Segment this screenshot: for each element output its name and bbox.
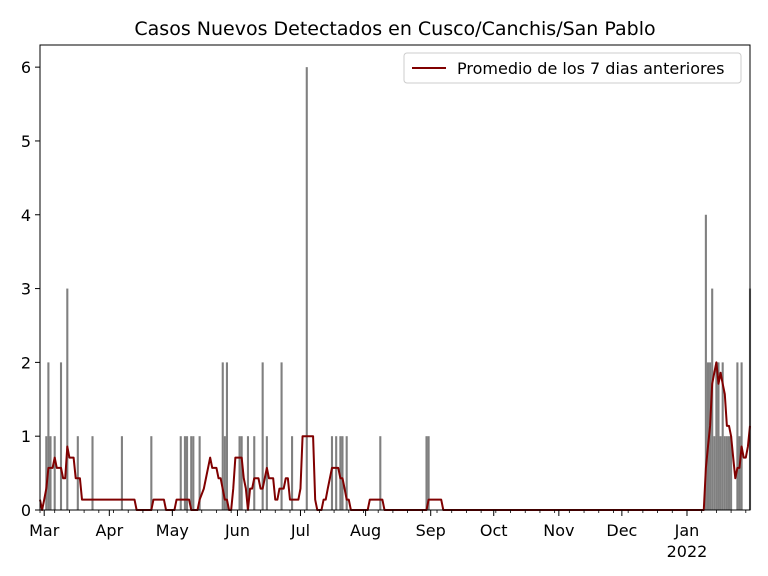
x-year-label: 2022	[667, 542, 708, 561]
bar	[198, 436, 201, 510]
bar	[736, 362, 739, 510]
bar	[738, 436, 741, 510]
bar	[717, 362, 720, 510]
x-tick-label: Jan	[674, 521, 700, 540]
line-layer	[39, 361, 751, 511]
x-tick-label: Jul	[290, 521, 310, 540]
bar	[59, 362, 63, 510]
bar	[341, 436, 344, 510]
x-tick-label: Dec	[606, 521, 637, 540]
bar	[223, 436, 226, 510]
bar	[721, 362, 724, 510]
x-tick-label: Apr	[95, 521, 123, 540]
bar	[719, 436, 722, 510]
y-tick-label: 5	[21, 132, 31, 151]
bar	[339, 436, 342, 510]
y-axis: 0 1 2 3 4 5 6	[21, 58, 40, 520]
x-tick-label: Mar	[29, 521, 60, 540]
x-tick-label: Sep	[416, 521, 446, 540]
legend-label: Promedio de los 7 dias anteriores	[457, 59, 724, 78]
bar	[221, 362, 224, 510]
bar	[727, 436, 731, 510]
x-axis: Mar Apr May Jun Jul Aug Sep Oct Nov Dec Jan 2022	[29, 510, 747, 561]
bar	[335, 436, 338, 510]
bar	[120, 436, 123, 510]
x-tick-label: Oct	[480, 521, 508, 540]
bar	[291, 436, 294, 510]
y-tick-label: 1	[21, 427, 31, 446]
x-tick-label: May	[156, 521, 189, 540]
bar	[265, 436, 268, 510]
bar	[330, 436, 334, 510]
bar	[240, 436, 243, 510]
y-tick-label: 2	[21, 353, 31, 372]
bar	[76, 436, 79, 510]
legend-box	[403, 52, 742, 84]
bar	[261, 362, 264, 510]
series-line	[39, 361, 751, 511]
y-tick-label: 3	[21, 280, 31, 299]
bar	[709, 362, 712, 510]
bar	[740, 362, 743, 510]
y-tick-label: 0	[21, 501, 31, 520]
bar	[427, 436, 430, 510]
bar	[280, 362, 283, 510]
bar	[730, 436, 733, 510]
bar	[45, 436, 48, 510]
bar	[725, 436, 728, 510]
bar	[713, 436, 716, 510]
bar	[345, 436, 348, 510]
x-tick-label: Aug	[350, 521, 381, 540]
bar	[53, 436, 56, 510]
bar	[704, 214, 707, 510]
bar	[305, 67, 308, 510]
bar	[179, 436, 182, 510]
bar	[379, 436, 382, 510]
bar	[49, 436, 52, 510]
bar	[66, 288, 69, 510]
bar	[238, 436, 241, 510]
plot-frame	[39, 44, 751, 511]
x-tick-label: Jun	[224, 521, 250, 540]
bar	[183, 436, 186, 510]
y-tick-label: 4	[21, 206, 31, 225]
bar	[715, 362, 718, 510]
bar	[185, 436, 189, 510]
chart-title: Casos Nuevos Detectados en Cusco/Canchis…	[134, 18, 655, 40]
legend: Promedio de los 7 dias anteriores	[403, 52, 742, 84]
bar	[190, 436, 193, 510]
bar	[47, 362, 50, 510]
bar	[192, 436, 195, 510]
bar	[425, 436, 428, 510]
bar	[723, 436, 726, 510]
bar	[150, 436, 153, 510]
bar	[706, 362, 710, 510]
bar	[253, 436, 256, 510]
bar	[246, 436, 250, 510]
y-tick-label: 6	[21, 58, 31, 77]
x-tick-label: Nov	[543, 521, 574, 540]
bar	[225, 362, 228, 510]
bar	[91, 436, 94, 510]
bars-layer	[45, 67, 752, 510]
